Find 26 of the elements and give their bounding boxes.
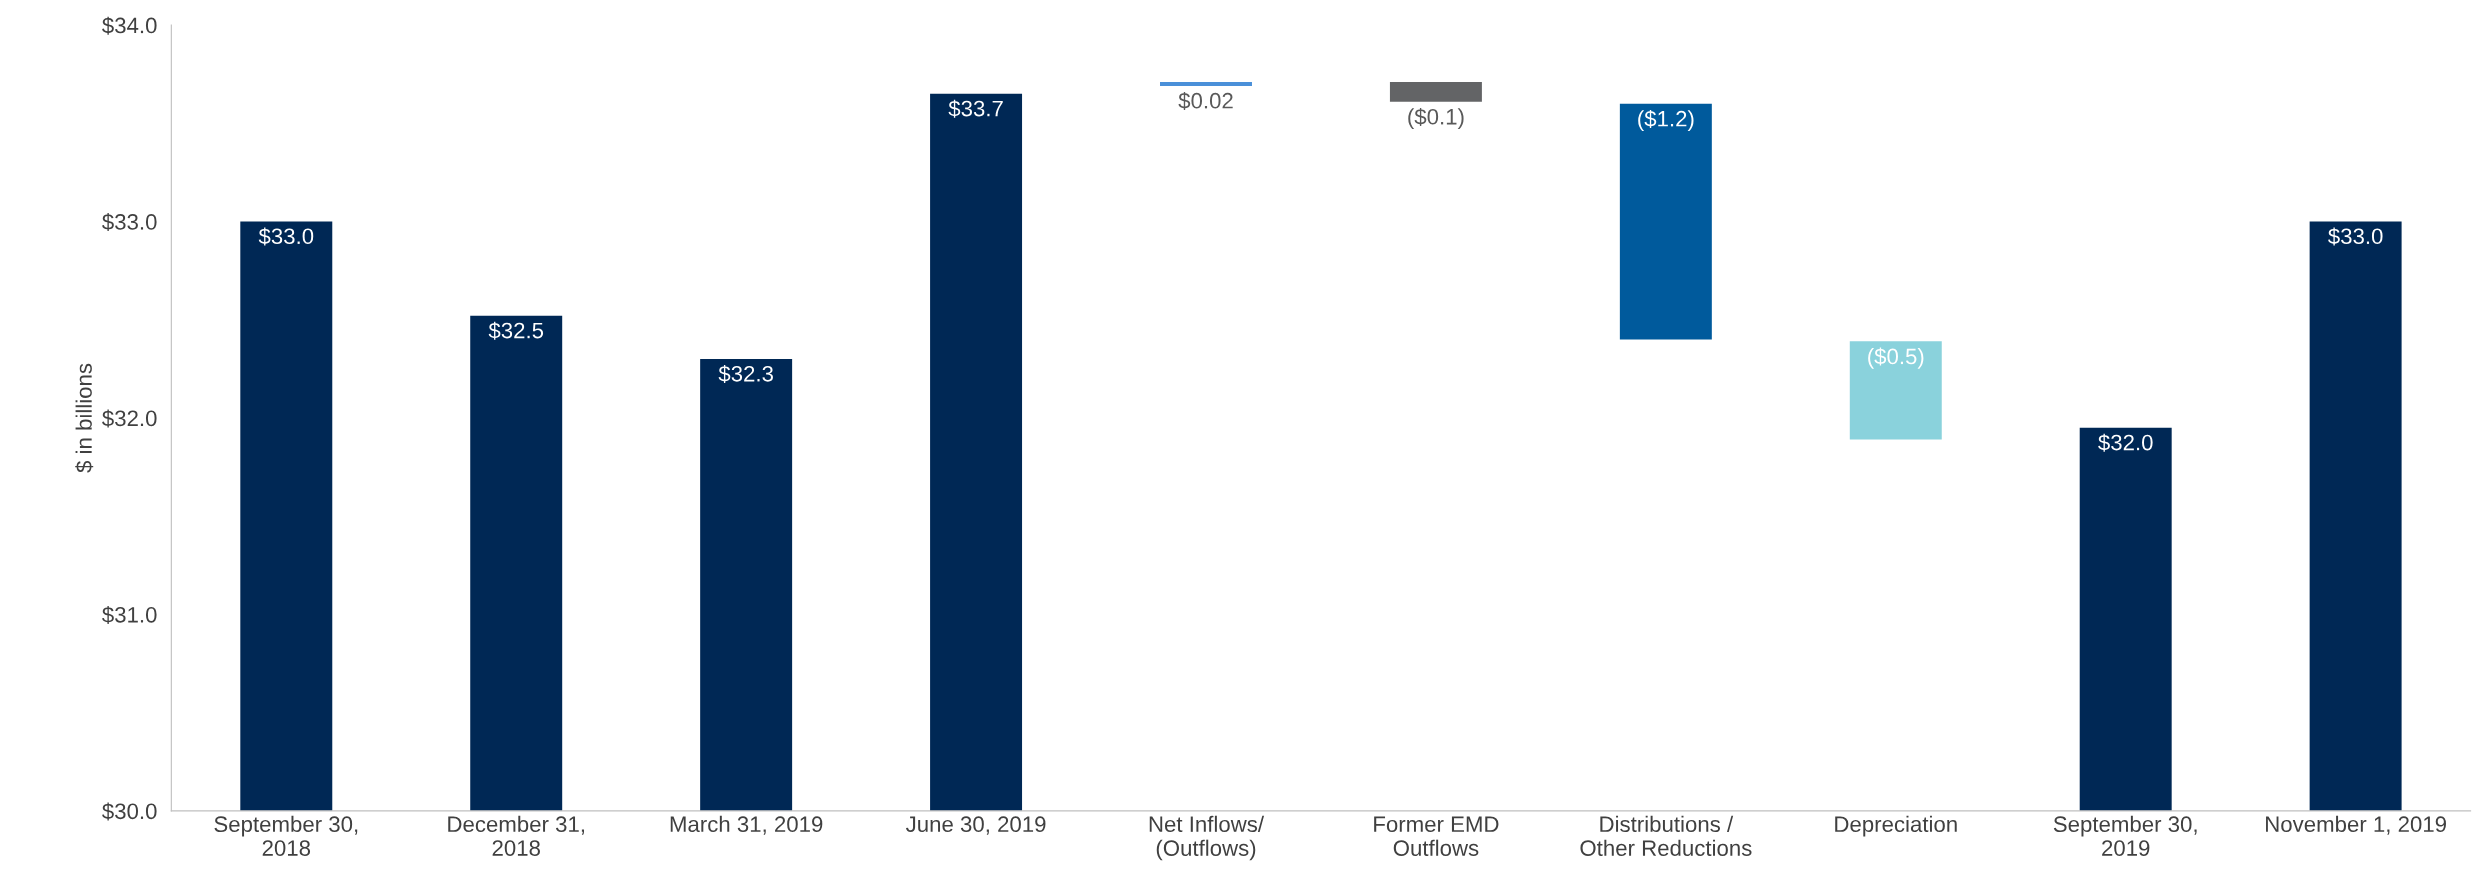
y-tick-label: $31.0 — [102, 606, 157, 625]
y-tick-label: $34.0 — [102, 16, 157, 35]
data-label: $32.3 — [718, 364, 773, 383]
y-tick-label: $30.0 — [102, 802, 157, 821]
x-tick-label: Depreciation — [1835, 815, 1957, 837]
data-label: $33.7 — [948, 99, 1003, 118]
y-axis-title: $ in billions — [75, 363, 94, 473]
x-tick-label: Net Inflows/ (Outflows) — [1149, 815, 1265, 861]
x-tick-label: March 31, 2019 — [670, 815, 823, 835]
data-label: $32.5 — [488, 321, 544, 340]
data-label: $0.02 — [1178, 91, 1233, 110]
x-tick-label: November 1, 2019 — [2266, 815, 2446, 835]
data-label: ($1.2) — [1638, 109, 1694, 131]
data-label: $33.0 — [258, 227, 314, 246]
data-label: ($0.5) — [1868, 347, 1924, 369]
x-tick-label: September 30, 2018 — [214, 815, 358, 856]
data-label: ($0.1) — [1408, 107, 1464, 129]
x-tick-label: September 30, 2019 — [2053, 815, 2197, 856]
data-label: $33.0 — [2328, 227, 2383, 246]
x-tick-label: Former EMD Outflows — [1374, 816, 1499, 856]
data-label: $32.0 — [2098, 433, 2153, 452]
y-tick-label: $33.0 — [102, 213, 157, 232]
x-tick-label: June 30, 2019 — [905, 816, 1046, 835]
x-tick-label: Distributions / Other Reductions — [1580, 815, 1752, 856]
x-tick-label: December 31, 2018 — [448, 815, 585, 856]
y-tick-label: $32.0 — [102, 409, 157, 428]
